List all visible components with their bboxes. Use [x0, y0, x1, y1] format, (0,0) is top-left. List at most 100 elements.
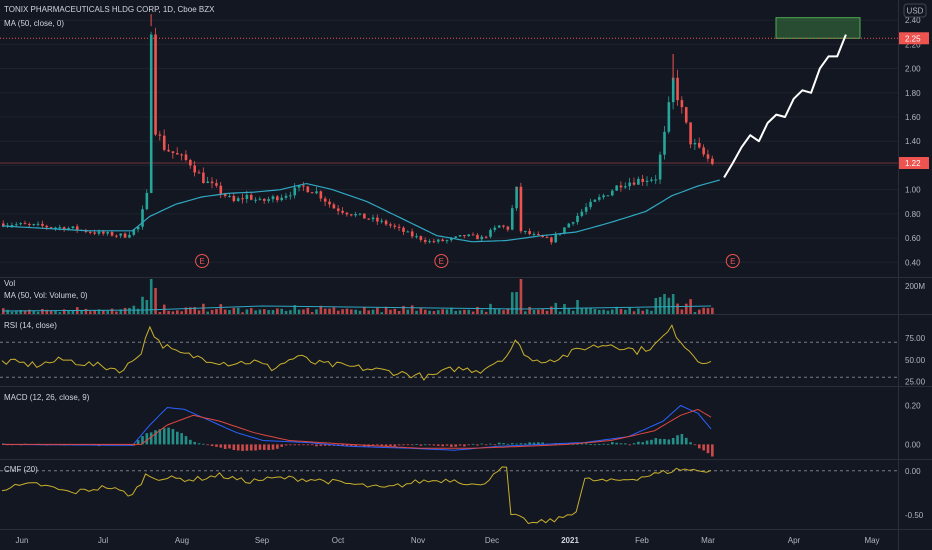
macd-histogram-bar[interactable] — [210, 444, 214, 447]
macd-histogram-bar[interactable] — [376, 444, 379, 446]
macd-histogram-bar[interactable] — [658, 438, 662, 445]
volume-bar[interactable] — [711, 307, 714, 314]
macd-histogram-bar[interactable] — [180, 433, 183, 445]
macd-histogram-bar[interactable] — [480, 443, 484, 445]
volume-bar[interactable] — [354, 309, 357, 314]
earnings-marker[interactable] — [725, 254, 740, 268]
macd-histogram-bar[interactable] — [437, 444, 440, 446]
candle-body[interactable] — [593, 199, 597, 202]
macd-histogram-bar[interactable] — [458, 444, 462, 446]
volume-bar[interactable] — [563, 304, 566, 314]
volume-bar[interactable] — [115, 311, 118, 314]
macd-histogram-bar[interactable] — [532, 442, 536, 445]
macd-histogram-bar[interactable] — [619, 443, 623, 445]
macd-signal-line[interactable] — [2, 408, 712, 449]
macd-histogram-bar[interactable] — [350, 444, 353, 446]
volume-bar[interactable] — [210, 309, 214, 314]
volume-bar[interactable] — [637, 308, 640, 314]
macd-histogram-bar[interactable] — [406, 444, 410, 446]
macd-histogram-bar[interactable] — [258, 444, 262, 450]
volume-bar[interactable] — [619, 308, 623, 314]
volume-bar[interactable] — [280, 308, 283, 314]
volume-bar[interactable] — [410, 305, 414, 314]
candle-body[interactable] — [184, 154, 188, 160]
volume-bar[interactable] — [441, 309, 444, 314]
candle-body[interactable] — [315, 191, 318, 194]
macd-histogram-bar[interactable] — [493, 444, 497, 446]
macd-histogram-bar[interactable] — [158, 429, 162, 445]
candle-body[interactable] — [189, 159, 192, 166]
candle-body[interactable] — [89, 231, 92, 233]
candle-body[interactable] — [23, 223, 27, 225]
candle-body[interactable] — [284, 195, 288, 198]
macd-histogram-bar[interactable] — [154, 430, 157, 445]
rsi-pane[interactable] — [0, 324, 898, 381]
candle-body[interactable] — [358, 213, 362, 215]
macd-histogram-bar[interactable] — [519, 443, 523, 445]
candle-body[interactable] — [437, 239, 440, 242]
macd-histogram-bar[interactable] — [467, 444, 471, 446]
volume-bar[interactable] — [589, 308, 592, 314]
volume-bar[interactable] — [71, 310, 75, 314]
macd-histogram-bar[interactable] — [645, 440, 649, 445]
macd-histogram-bar[interactable] — [528, 442, 531, 445]
candle-body[interactable] — [128, 234, 131, 238]
candle-body[interactable] — [441, 239, 444, 242]
macd-histogram-bar[interactable] — [680, 434, 684, 445]
volume-ma-legend[interactable]: MA (50, Vol: Volume, 0) — [4, 291, 88, 300]
volume-bar[interactable] — [706, 308, 710, 314]
volume-bar[interactable] — [506, 308, 510, 314]
candle-body[interactable] — [336, 208, 340, 211]
macd-histogram-bar[interactable] — [584, 443, 588, 445]
candle-body[interactable] — [454, 236, 457, 238]
macd-histogram-bar[interactable] — [684, 437, 688, 445]
volume-bar[interactable] — [358, 310, 362, 314]
candle-body[interactable] — [506, 226, 510, 230]
volume-bar[interactable] — [245, 309, 249, 314]
volume-bar[interactable] — [232, 307, 236, 314]
volume-bar[interactable] — [445, 309, 449, 314]
volume-bar[interactable] — [202, 303, 205, 314]
macd-histogram-bar[interactable] — [589, 444, 592, 445]
candle-body[interactable] — [319, 191, 323, 199]
volume-bar[interactable] — [597, 310, 601, 314]
volume-bar[interactable] — [180, 311, 183, 314]
candle-body[interactable] — [576, 215, 579, 223]
volume-bar[interactable] — [319, 305, 323, 314]
ma-legend[interactable]: MA (50, close, 0) — [4, 19, 64, 28]
candle-body[interactable] — [28, 224, 31, 226]
candle-body[interactable] — [671, 77, 675, 103]
volume-bar[interactable] — [680, 309, 684, 314]
candle-body[interactable] — [267, 199, 270, 201]
volume-bar[interactable] — [423, 309, 427, 314]
macd-histogram-bar[interactable] — [593, 444, 597, 446]
macd-histogram-bar[interactable] — [698, 444, 701, 449]
volume-bar[interactable] — [332, 307, 336, 314]
candle-body[interactable] — [545, 237, 549, 239]
candle-body[interactable] — [550, 237, 553, 243]
volume-bar[interactable] — [158, 312, 162, 314]
macd-histogram-bar[interactable] — [450, 444, 453, 447]
macd-histogram-bar[interactable] — [393, 444, 397, 447]
volume-ma-line[interactable] — [1, 305, 712, 312]
candle-body[interactable] — [110, 232, 114, 236]
candle-body[interactable] — [350, 214, 353, 216]
volume-bar[interactable] — [632, 311, 636, 314]
macd-histogram-bar[interactable] — [611, 442, 614, 445]
macd-histogram-bar[interactable] — [441, 444, 444, 447]
candle-body[interactable] — [310, 192, 314, 194]
candle-body[interactable] — [176, 153, 179, 155]
macd-histogram-bar[interactable] — [497, 442, 501, 445]
macd-histogram-bar[interactable] — [693, 444, 697, 446]
candle-body[interactable] — [711, 158, 714, 165]
candle-body[interactable] — [332, 204, 336, 209]
volume-bar[interactable] — [276, 308, 279, 314]
candle-body[interactable] — [650, 179, 653, 181]
candle-body[interactable] — [232, 195, 236, 201]
volume-bar[interactable] — [541, 309, 544, 314]
macd-histogram-bar[interactable] — [310, 444, 314, 446]
candle-body[interactable] — [302, 185, 305, 187]
volume-title[interactable]: Vol — [4, 279, 15, 288]
candle-body[interactable] — [406, 231, 410, 233]
candle-body[interactable] — [654, 179, 658, 181]
